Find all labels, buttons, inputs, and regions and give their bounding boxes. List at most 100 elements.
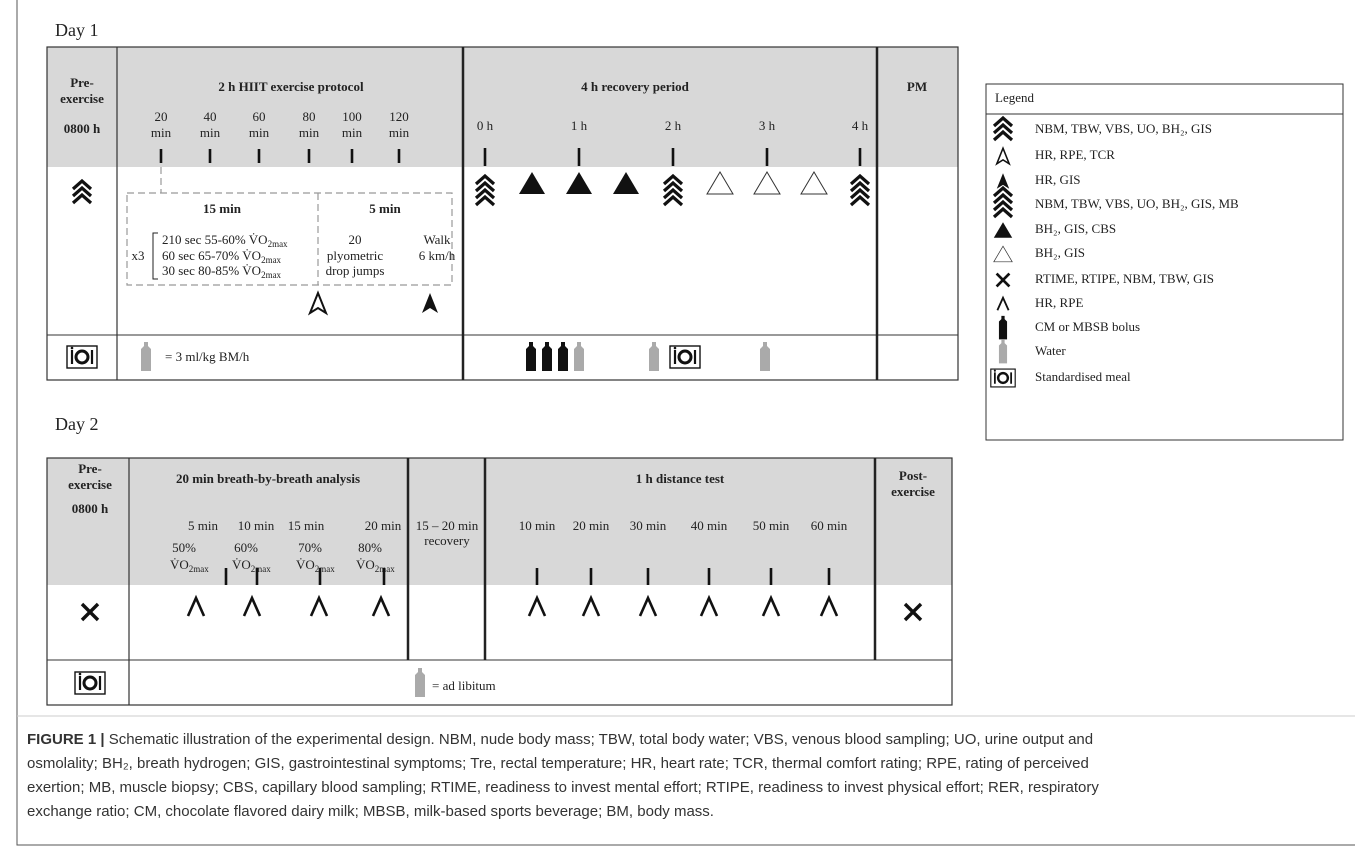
arrow-fill (422, 293, 438, 313)
block-text: 6 km/h (419, 248, 456, 263)
intensity: 60% (234, 540, 258, 555)
legend-entry: NBM, TBW, VBS, UO, BH₂, GIS (1035, 121, 1212, 136)
meal (989, 367, 1017, 389)
bottle-gray (574, 342, 584, 371)
legend-entry: RTIME, RTIPE, NBM, TBW, GIS (1035, 271, 1214, 286)
subscript: 2max (268, 239, 288, 249)
column-title: exercise (68, 477, 112, 492)
time-label: 10 min (519, 518, 556, 533)
caret (527, 596, 547, 618)
day-label: Day 2 (55, 414, 99, 434)
time-label: 1 h (571, 118, 588, 133)
water-note: = 3 ml/kg BM/h (165, 349, 250, 364)
column-title: 4 h recovery period (581, 79, 689, 94)
column-title: 15 – 20 min (416, 518, 479, 533)
bottle-dark (542, 342, 552, 371)
time-label: 100 (342, 109, 362, 124)
caret (371, 596, 391, 618)
chev3 (992, 116, 1014, 142)
time-label: 2 h (665, 118, 682, 133)
subscript: 2max (315, 564, 335, 574)
block-text: Walk (423, 232, 451, 247)
meal (73, 670, 107, 696)
column-title: exercise (60, 91, 104, 106)
time-label: 15 min (288, 518, 325, 533)
bottle-dark (998, 315, 1008, 340)
arrow-open (309, 292, 327, 314)
legend-entry: BH₂, GIS, CBS (1035, 221, 1116, 236)
time-label: min (151, 125, 172, 140)
chev4 (474, 174, 496, 207)
time-label: 10 min (238, 518, 275, 533)
time-label: 80 (303, 109, 316, 124)
legend-entry: CM or MBSB bolus (1035, 319, 1140, 334)
tri-open (706, 171, 734, 195)
intensity: 80% (358, 540, 382, 555)
text-part: V̇O (170, 557, 189, 572)
bracket (152, 232, 158, 280)
meal (65, 344, 99, 370)
bottle-gray (760, 342, 770, 371)
bottle-gray (141, 342, 151, 371)
column-title: Pre- (70, 75, 94, 90)
time-label: 40 min (691, 518, 728, 533)
block-title: 15 min (203, 201, 242, 216)
block-text: 20 (349, 232, 362, 247)
day-label: Day 1 (55, 20, 99, 40)
chev4 (662, 174, 684, 207)
bottle-gray (649, 342, 659, 371)
time-label: 20 min (365, 518, 402, 533)
tri-open (993, 245, 1013, 263)
vo2-label: V̇O2max (296, 557, 335, 574)
legend-entry: BH₂, GIS (1035, 245, 1085, 260)
caret (819, 596, 839, 618)
reps: x3 (132, 248, 145, 263)
time-label: min (389, 125, 410, 140)
figure-border (16, 0, 1355, 846)
caption-line: FIGURE 1 | Schematic illustration of the… (27, 731, 1093, 748)
column-title: Post- (899, 468, 927, 483)
protocol-box (126, 167, 453, 286)
caret (761, 596, 781, 618)
cross (903, 602, 923, 622)
caption-label: FIGURE 1 | (27, 731, 105, 748)
bottle-dark (558, 342, 568, 371)
bottle-dark (526, 342, 536, 371)
time-label: 40 (204, 109, 217, 124)
day2-frame (46, 457, 953, 706)
subscript: 2max (261, 255, 281, 265)
vo2-label: V̇O2max (170, 557, 209, 574)
bottle-gray (998, 339, 1008, 364)
time-label: 30 min (630, 518, 667, 533)
caret (581, 596, 601, 618)
tri-fill (613, 172, 639, 194)
time-label: 0 h (477, 118, 494, 133)
time-label: 0800 h (64, 121, 101, 136)
time-label: 20 (155, 109, 168, 124)
intensity: 50% (172, 540, 196, 555)
tri-open (753, 171, 781, 195)
text-part: 60 sec 65-70% V̇O (162, 248, 261, 263)
column-title: recovery (424, 533, 470, 548)
time-label: min (342, 125, 363, 140)
text-part: V̇O (296, 557, 315, 572)
time-label: min (200, 125, 221, 140)
caret (309, 596, 329, 618)
vo2-label: 210 sec 55-60% V̇O2max (162, 232, 288, 249)
legend-entry: Water (1035, 343, 1066, 358)
block-text: plyometric (327, 248, 384, 263)
time-label: 5 min (188, 518, 218, 533)
header-band (47, 47, 958, 167)
header-band (47, 458, 952, 585)
meal (668, 344, 702, 370)
column-title: 2 h HIIT exercise protocol (218, 79, 364, 94)
chev4 (992, 186, 1014, 219)
column-title: PM (907, 79, 927, 94)
legend-title: Legend (995, 90, 1034, 105)
intensity: 70% (298, 540, 322, 555)
time-label: 60 min (811, 518, 848, 533)
time-label: 4 h (852, 118, 869, 133)
caption-line: osmolality; BH₂, breath hydrogen; GIS, g… (27, 755, 1089, 772)
text-part: V̇O (232, 557, 251, 572)
